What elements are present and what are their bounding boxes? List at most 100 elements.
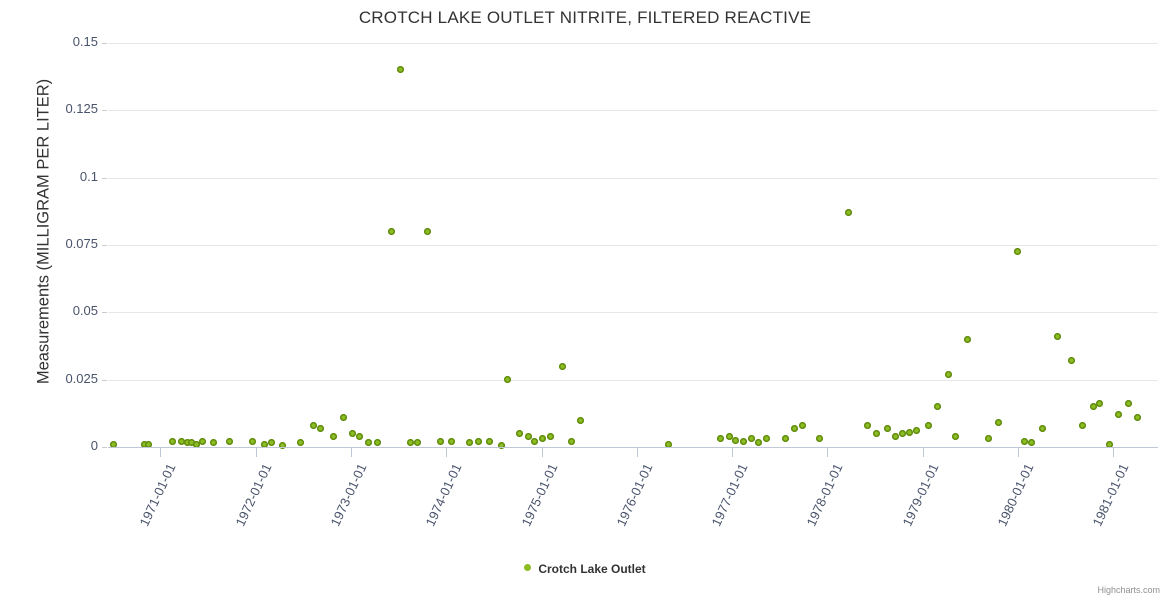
data-point[interactable] — [799, 421, 807, 429]
data-point[interactable] — [498, 442, 505, 450]
data-point[interactable] — [356, 432, 364, 440]
data-point[interactable] — [140, 440, 148, 448]
data-point[interactable] — [892, 432, 900, 440]
data-point[interactable] — [1096, 400, 1104, 408]
data-point[interactable] — [193, 440, 201, 448]
data-point[interactable] — [406, 439, 414, 447]
data-point[interactable] — [844, 209, 852, 217]
legend-item-crotch-lake-outlet[interactable]: Crotch Lake Outlet — [524, 561, 646, 576]
data-point[interactable] — [364, 439, 372, 447]
data-point[interactable] — [1053, 333, 1061, 341]
data-point[interactable] — [740, 438, 748, 446]
data-point[interactable] — [791, 424, 799, 432]
data-point[interactable] — [1021, 438, 1029, 446]
y-tick-label: 0 — [90, 438, 98, 453]
data-point[interactable] — [755, 439, 763, 447]
data-point[interactable] — [951, 432, 959, 440]
y-tick-mark — [102, 245, 107, 246]
data-point[interactable] — [1133, 413, 1141, 421]
y-tick-mark — [102, 43, 107, 44]
data-point[interactable] — [1079, 421, 1087, 429]
data-point[interactable] — [316, 424, 324, 432]
data-point[interactable] — [995, 419, 1003, 427]
data-point[interactable] — [516, 430, 524, 438]
data-point[interactable] — [339, 413, 347, 421]
data-point[interactable] — [1027, 439, 1035, 447]
data-point[interactable] — [664, 440, 672, 448]
data-point[interactable] — [531, 438, 539, 446]
data-point[interactable] — [1039, 424, 1047, 432]
data-point[interactable] — [268, 439, 276, 447]
x-tick-mark — [255, 448, 257, 457]
data-point[interactable] — [558, 362, 566, 370]
data-point[interactable] — [732, 436, 740, 444]
data-point[interactable] — [177, 438, 185, 446]
data-point[interactable] — [1014, 248, 1022, 256]
y-tick-label: 0.1 — [79, 168, 98, 184]
data-point[interactable] — [524, 432, 532, 440]
data-point[interactable] — [330, 432, 338, 440]
x-tick-label: 1977-01-01 — [708, 461, 751, 529]
y-tick-mark — [102, 110, 107, 112]
data-point[interactable] — [934, 403, 942, 411]
data-point[interactable] — [717, 435, 725, 443]
data-point[interactable] — [503, 376, 511, 384]
data-point[interactable] — [725, 432, 733, 440]
data-point[interactable] — [485, 438, 493, 446]
data-point[interactable] — [310, 421, 318, 429]
data-point[interactable] — [538, 435, 546, 443]
data-point[interactable] — [1115, 411, 1123, 419]
data-point[interactable] — [414, 439, 422, 447]
data-point[interactable] — [475, 438, 483, 446]
data-point[interactable] — [567, 438, 575, 446]
data-point[interactable] — [145, 440, 153, 448]
data-point[interactable] — [296, 439, 304, 447]
gridline — [108, 312, 1158, 314]
data-point[interactable] — [437, 438, 445, 446]
data-point[interactable] — [249, 438, 257, 446]
data-point[interactable] — [762, 435, 770, 443]
x-tick-mark — [732, 448, 734, 457]
data-point[interactable] — [1124, 400, 1132, 408]
data-point[interactable] — [873, 430, 881, 438]
chart-legend: Crotch Lake Outlet — [0, 561, 1170, 576]
legend-item-label: Crotch Lake Outlet — [538, 561, 646, 576]
data-point[interactable] — [883, 424, 891, 432]
data-point[interactable] — [188, 439, 196, 447]
y-tick-mark — [102, 177, 107, 179]
data-point[interactable] — [198, 438, 206, 446]
data-point[interactable] — [1067, 357, 1075, 365]
plot-area — [108, 43, 1158, 450]
data-point[interactable] — [423, 228, 431, 236]
data-point[interactable] — [963, 335, 971, 343]
data-point[interactable] — [110, 440, 118, 448]
data-point[interactable] — [1089, 403, 1097, 411]
data-point[interactable] — [349, 430, 357, 438]
data-point[interactable] — [210, 439, 218, 447]
data-point[interactable] — [944, 370, 952, 378]
data-point[interactable] — [924, 421, 932, 429]
data-point[interactable] — [899, 430, 907, 438]
data-point[interactable] — [397, 66, 404, 74]
data-point[interactable] — [169, 438, 177, 446]
data-point[interactable] — [781, 435, 789, 443]
x-tick-mark — [350, 448, 352, 457]
data-point[interactable] — [905, 428, 913, 436]
data-point[interactable] — [226, 438, 234, 446]
credits-label[interactable]: Highcharts.com — [1097, 585, 1160, 595]
data-point[interactable] — [465, 439, 473, 447]
data-point[interactable] — [546, 432, 554, 440]
data-point[interactable] — [374, 439, 382, 447]
data-point[interactable] — [747, 435, 755, 443]
data-point[interactable] — [183, 439, 191, 447]
data-point[interactable] — [984, 435, 992, 443]
data-point[interactable] — [577, 416, 585, 424]
data-point[interactable] — [388, 228, 396, 236]
data-point[interactable] — [863, 421, 871, 429]
data-point[interactable] — [447, 438, 455, 446]
data-point[interactable] — [913, 427, 921, 435]
data-point[interactable] — [278, 442, 286, 450]
data-point[interactable] — [816, 435, 824, 443]
data-point[interactable] — [1105, 440, 1113, 448]
data-point[interactable] — [260, 440, 268, 448]
